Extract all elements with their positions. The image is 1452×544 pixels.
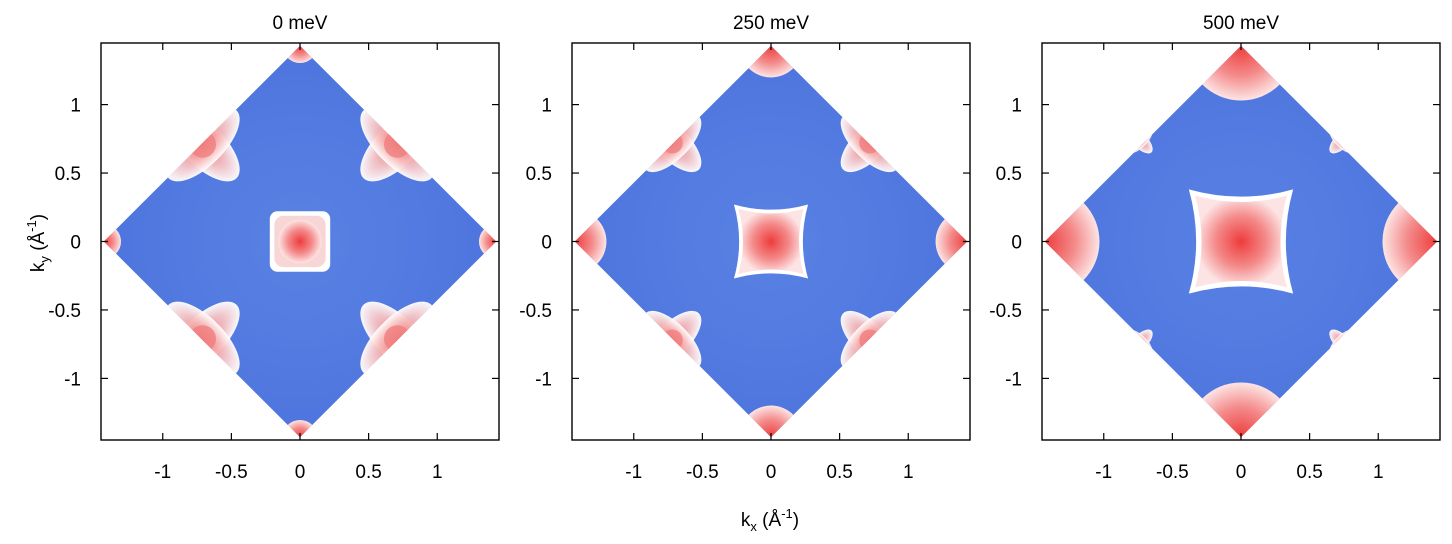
x-tick-label: -0.5 xyxy=(215,462,248,483)
y-tick-label: 1 xyxy=(70,96,81,117)
x-axis-label: kx (Å-1) xyxy=(741,506,799,534)
y-tick-label: 0.5 xyxy=(526,164,552,185)
y-tick-label: -0.5 xyxy=(48,301,81,322)
y-tick-label: 0 xyxy=(541,233,552,254)
x-tick-label: -1 xyxy=(625,462,642,483)
x-tick-label: -0.5 xyxy=(1156,462,1189,483)
center-pocket xyxy=(733,204,809,279)
y-tick-label: 0 xyxy=(70,233,81,254)
center-pocket xyxy=(269,211,331,272)
y-tick-label: 1 xyxy=(541,96,552,117)
panel-250-mev: -1 -0.5 0 0.5 1 1 0.5 0 -0.5 -1 250 meV xyxy=(519,13,971,483)
y-tick-label: 1 xyxy=(1011,96,1022,117)
x-tick-label: -1 xyxy=(1095,462,1112,483)
panel-0-mev: -1 -0.5 0 0.5 1 1 0.5 0 -0.5 -1 0 meV xyxy=(48,13,500,483)
x-tick-label: 1 xyxy=(1373,462,1384,483)
y-tick-label: -0.5 xyxy=(989,301,1022,322)
edge-pocket xyxy=(1186,45,1296,101)
x-tick-label: -0.5 xyxy=(686,462,719,483)
edge-pocket xyxy=(739,45,803,78)
x-tick-label: -1 xyxy=(154,462,171,483)
panel-title: 250 meV xyxy=(733,13,809,34)
center-pocket xyxy=(1188,189,1294,294)
x-tick-label: 1 xyxy=(432,462,443,483)
y-tick-label: 0.5 xyxy=(996,164,1022,185)
y-tick-label: 0.5 xyxy=(55,164,81,185)
x-tick-label: 0.5 xyxy=(826,462,852,483)
x-tick-label: 0.5 xyxy=(355,462,381,483)
y-tick-label: 0 xyxy=(1011,233,1022,254)
panel-500-mev: -1 -0.5 0 0.5 1 1 0.5 0 -0.5 -1 500 meV xyxy=(989,13,1441,483)
y-tick-label: -1 xyxy=(535,369,552,390)
panel-title: 500 meV xyxy=(1203,13,1279,34)
edge-pocket xyxy=(282,45,318,64)
y-axis-label: ky (Å-1) xyxy=(24,214,52,272)
x-tick-label: 0 xyxy=(295,462,306,483)
x-tick-label: 0 xyxy=(766,462,777,483)
panel-title: 0 meV xyxy=(273,13,328,34)
x-tick-label: 0.5 xyxy=(1296,462,1322,483)
y-tick-label: -1 xyxy=(1005,369,1022,390)
x-tick-label: 1 xyxy=(903,462,914,483)
diagonal-pocket xyxy=(360,107,435,182)
y-tick-label: -1 xyxy=(64,369,81,390)
x-tick-label: 0 xyxy=(1236,462,1247,483)
y-tick-label: -0.5 xyxy=(519,301,552,322)
